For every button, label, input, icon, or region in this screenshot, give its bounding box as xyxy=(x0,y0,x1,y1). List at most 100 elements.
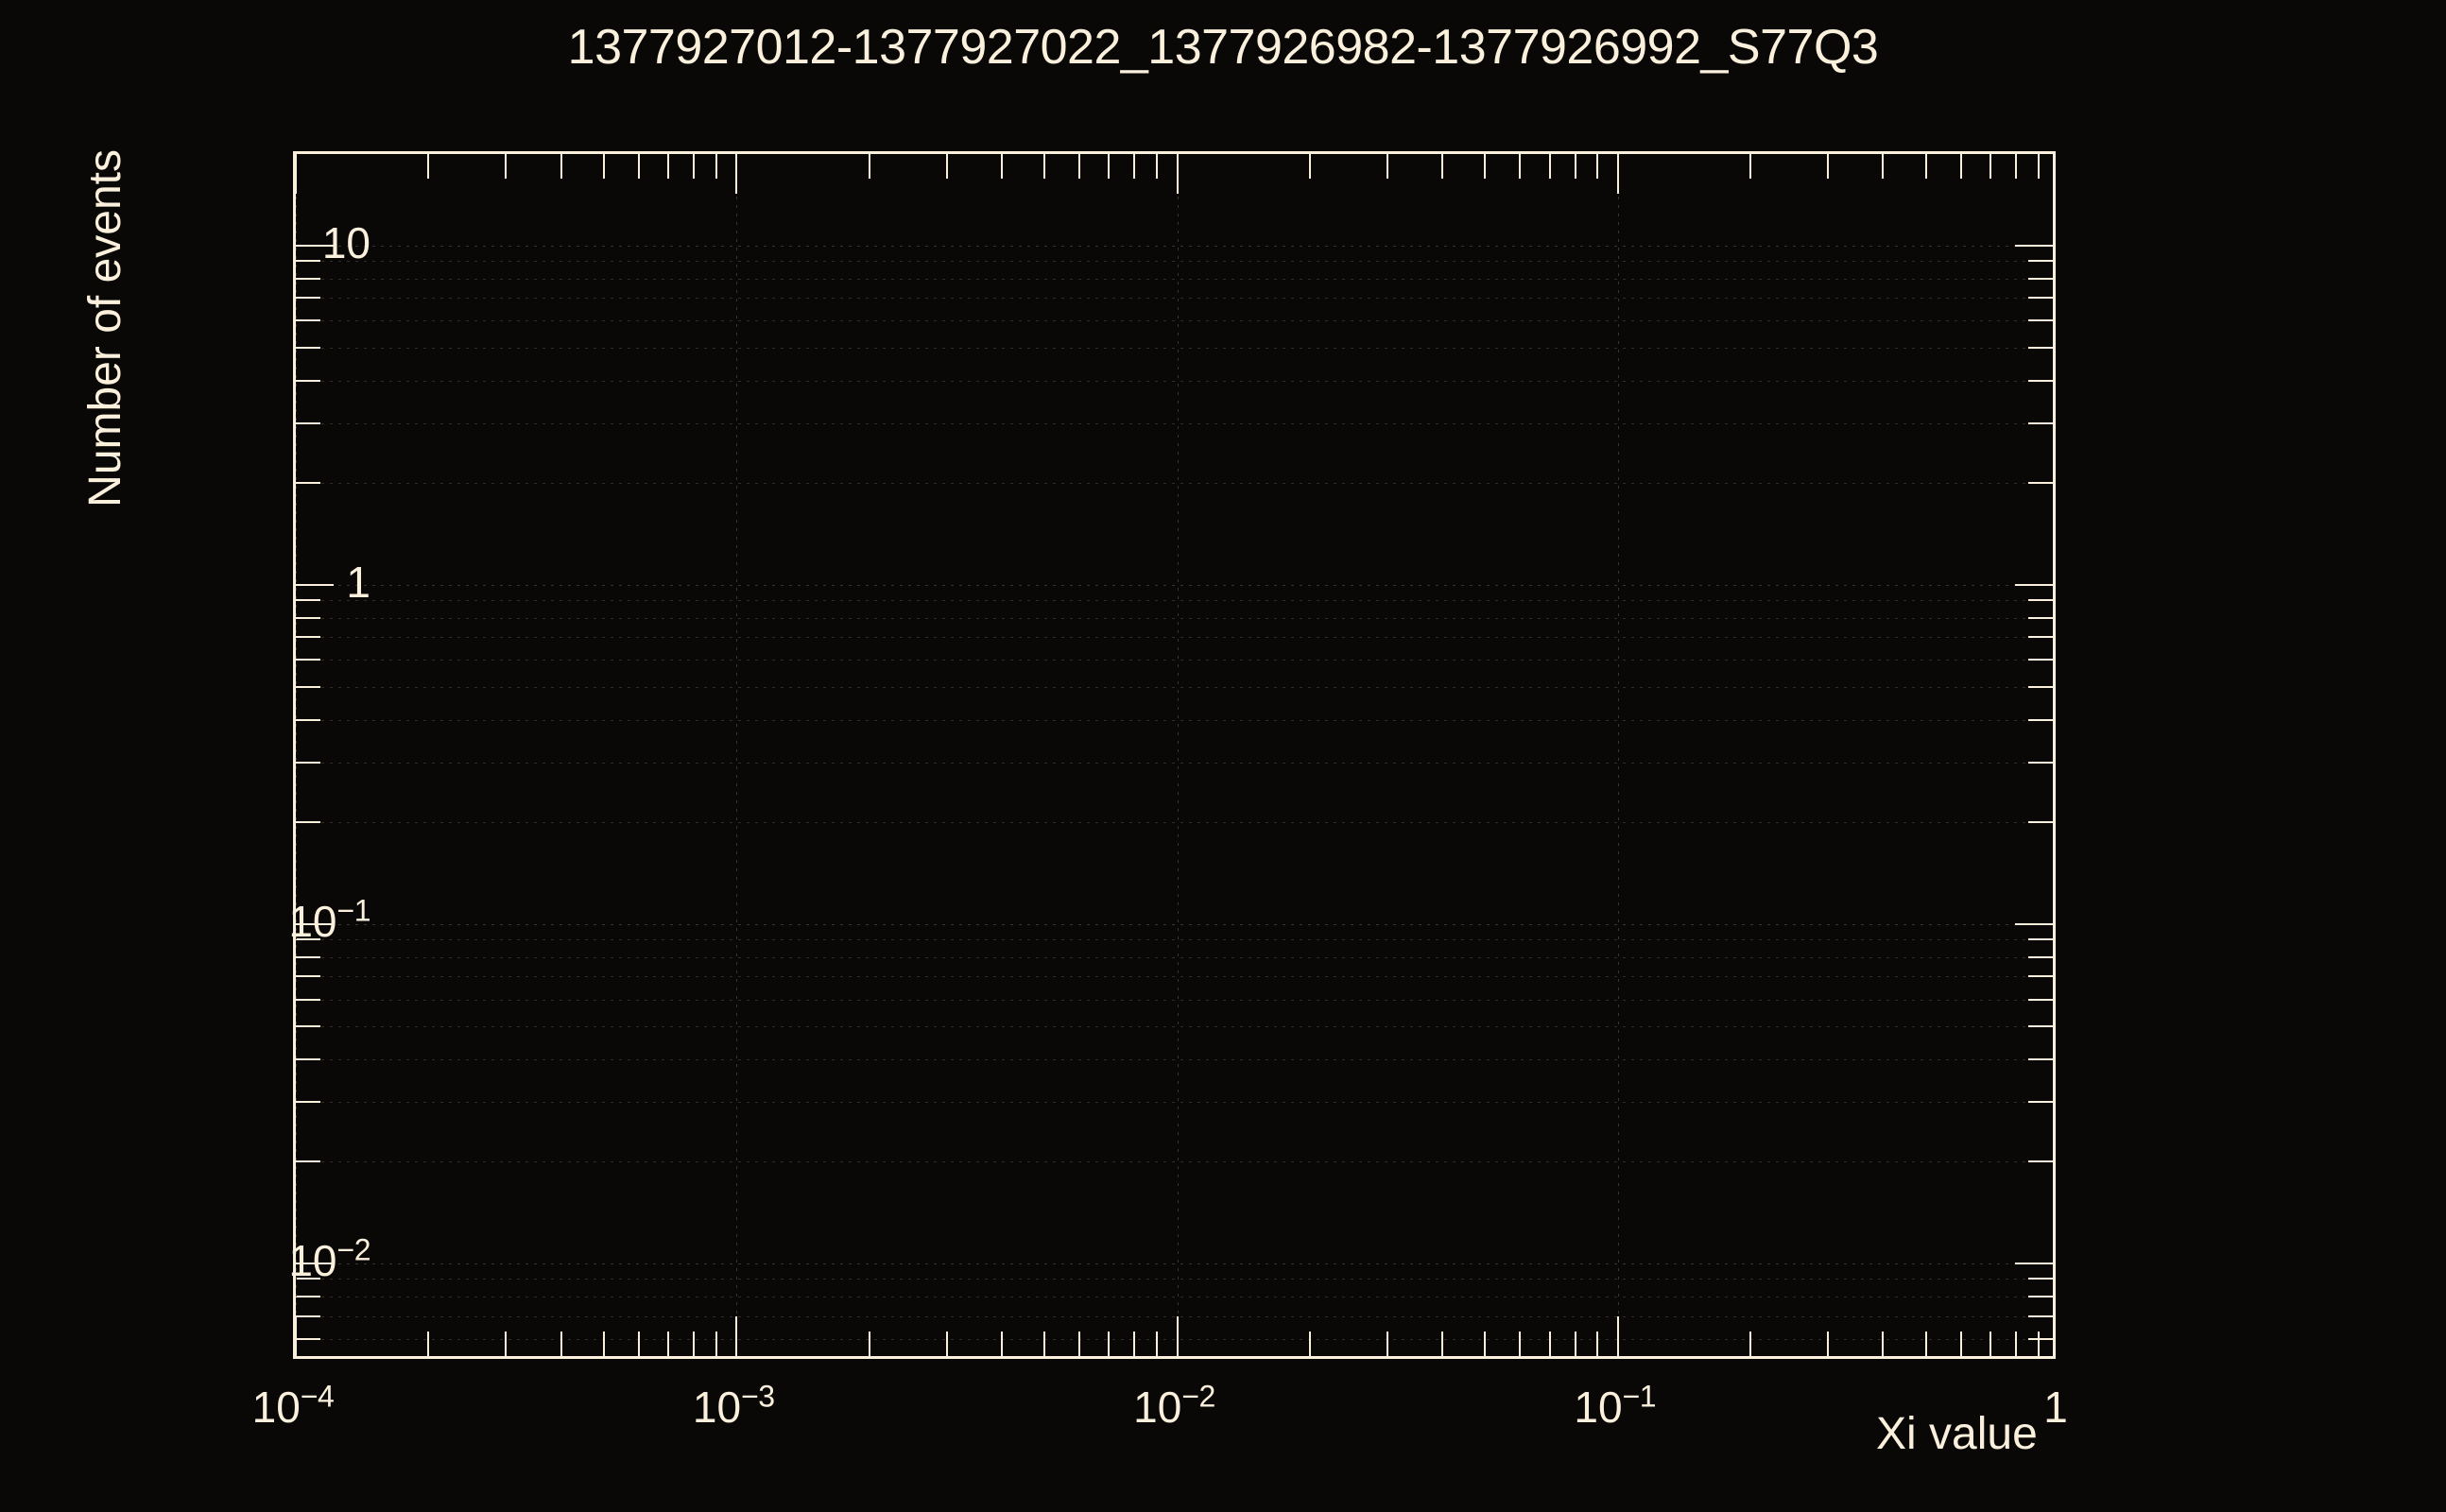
gridline-h-minor xyxy=(296,298,2053,299)
x-axis-tick-top xyxy=(1960,154,1962,179)
y-axis-tick-right xyxy=(2028,617,2053,619)
y-axis-tick-label: 1 xyxy=(346,557,370,607)
y-axis-tick xyxy=(296,599,320,601)
gridline-h-minor xyxy=(296,483,2053,484)
y-axis-tick xyxy=(296,260,320,262)
x-axis-tick-label: 10−2 xyxy=(1133,1379,1215,1432)
x-axis-tick-top xyxy=(1484,154,1486,179)
y-axis-tick-right xyxy=(2028,659,2053,661)
x-axis-tick-top xyxy=(1549,154,1551,179)
y-axis-tick xyxy=(296,1160,320,1162)
x-axis-tick-label: 10−4 xyxy=(251,1379,335,1432)
gridline-h-major xyxy=(296,246,2053,247)
x-axis-tick-top xyxy=(715,154,717,179)
x-axis-tick-top xyxy=(603,154,605,179)
x-axis-tick-top xyxy=(1177,154,1179,194)
gridline-h-minor xyxy=(296,423,2053,424)
y-axis-tick xyxy=(296,1101,320,1103)
y-axis-tick-right xyxy=(2028,1160,2053,1162)
x-axis-tick xyxy=(1575,1332,1576,1356)
x-axis-tick xyxy=(715,1332,717,1356)
y-axis-tick xyxy=(296,956,320,958)
x-axis-tick-top xyxy=(2038,154,2040,179)
x-axis-tick xyxy=(1108,1332,1110,1356)
gridline-h-minor xyxy=(296,976,2053,977)
x-axis-tick-top xyxy=(869,154,870,179)
x-axis-tick xyxy=(869,1332,870,1356)
x-axis-tick-top xyxy=(946,154,948,179)
y-axis-tick xyxy=(296,347,320,349)
x-axis-tick xyxy=(560,1332,562,1356)
x-axis-tick xyxy=(638,1332,640,1356)
y-axis-tick-right xyxy=(2015,923,2053,925)
x-axis-tick xyxy=(1925,1332,1927,1356)
x-axis-tick xyxy=(1001,1332,1003,1356)
x-axis-tick-top xyxy=(1108,154,1110,179)
y-axis-tick-right xyxy=(2028,260,2053,262)
y-axis-tick-right xyxy=(2028,821,2053,823)
y-axis-tick xyxy=(296,686,320,688)
y-axis-tick xyxy=(296,1263,334,1264)
x-axis-tick xyxy=(667,1332,669,1356)
x-axis-tick xyxy=(1519,1332,1521,1356)
gridline-h-minor xyxy=(296,600,2053,601)
gridline-h-minor xyxy=(296,660,2053,661)
y-axis-tick xyxy=(296,422,320,424)
x-axis-tick xyxy=(693,1332,695,1356)
y-axis-tick-right xyxy=(2028,636,2053,638)
gridline-h-minor xyxy=(296,348,2053,349)
x-axis-tick-top xyxy=(1001,154,1003,179)
x-axis-tick xyxy=(427,1332,429,1356)
y-axis-tick-right xyxy=(2028,1315,2053,1317)
x-axis-tick-top xyxy=(427,154,429,179)
plot-area xyxy=(296,154,2053,1356)
x-axis-tick xyxy=(1749,1332,1751,1356)
y-axis-tick-right xyxy=(2015,584,2053,586)
x-axis-tick xyxy=(1387,1332,1388,1356)
gridline-h-minor xyxy=(296,1279,2053,1280)
y-axis-tick-right xyxy=(2028,1296,2053,1297)
gridline-h-minor xyxy=(296,1059,2053,1060)
gridline-v-major xyxy=(296,154,297,1356)
x-axis-tick xyxy=(2038,1332,2040,1356)
x-axis-tick xyxy=(2015,1332,2017,1356)
x-axis-tick xyxy=(1177,1316,1179,1356)
x-axis-tick xyxy=(1309,1332,1311,1356)
gridline-h-minor xyxy=(296,939,2053,940)
page-title: 1377927012-1377927022_1377926982-1377926… xyxy=(567,20,1879,75)
x-axis-tick-top xyxy=(1596,154,1598,179)
x-axis-tick xyxy=(296,1316,297,1356)
x-axis-tick xyxy=(603,1332,605,1356)
gridline-h-minor xyxy=(296,1339,2053,1340)
y-axis-tick-right xyxy=(2028,719,2053,721)
x-axis-tick xyxy=(1133,1332,1135,1356)
x-axis-tick xyxy=(1156,1332,1158,1356)
x-axis-tick xyxy=(1549,1332,1551,1356)
y-axis-tick xyxy=(296,482,320,484)
x-axis-tick-top xyxy=(1882,154,1884,179)
y-axis-tick-right xyxy=(2028,1101,2053,1103)
x-axis-tick-top xyxy=(505,154,507,179)
x-axis-tick-top xyxy=(560,154,562,179)
y-axis-tick-label: 10 xyxy=(321,217,370,267)
gridline-h-major xyxy=(296,924,2053,925)
plot-frame xyxy=(293,151,2056,1359)
y-axis-tick xyxy=(296,1025,320,1027)
y-axis-tick-label: 10−1 xyxy=(288,893,370,946)
x-axis-tick-top xyxy=(1387,154,1388,179)
x-axis-tick-top xyxy=(638,154,640,179)
gridline-h-minor xyxy=(296,1316,2053,1317)
y-axis-tick xyxy=(296,938,320,940)
x-axis-tick-top xyxy=(1575,154,1576,179)
x-axis-tick-top xyxy=(1617,154,1619,194)
gridline-h-minor xyxy=(296,320,2053,321)
y-axis-title: Number of events xyxy=(80,149,130,507)
y-axis-tick-right xyxy=(2028,347,2053,349)
x-axis-tick-top xyxy=(735,154,737,194)
gridline-v-major xyxy=(1178,154,1179,1356)
y-axis-tick xyxy=(296,1315,320,1317)
x-axis-tick xyxy=(1990,1332,1991,1356)
gridline-h-minor xyxy=(296,1026,2053,1027)
x-axis-tick-label: 10−3 xyxy=(692,1379,775,1432)
y-axis-tick-right xyxy=(2028,999,2053,1001)
